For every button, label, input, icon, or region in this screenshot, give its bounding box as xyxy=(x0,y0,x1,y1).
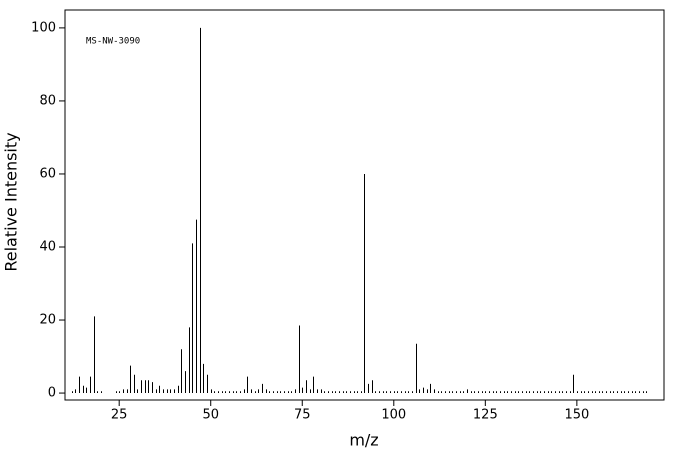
y-tick-label: 0 xyxy=(48,386,56,401)
x-tick-label: 25 xyxy=(111,408,128,423)
y-tick-label: 100 xyxy=(31,20,56,35)
x-tick-label: 150 xyxy=(564,408,589,423)
y-tick-label: 40 xyxy=(39,239,56,254)
x-axis-label: m/z xyxy=(349,431,378,450)
y-axis-label: Relative Intensity xyxy=(2,132,21,271)
y-tick-label: 20 xyxy=(39,313,56,328)
plot-frame xyxy=(64,9,665,401)
annotation: MS-NW-3090 xyxy=(86,37,140,47)
y-tick-label: 80 xyxy=(39,93,56,108)
y-tick-label: 60 xyxy=(39,166,56,181)
x-tick-label: 125 xyxy=(473,408,498,423)
x-tick-label: 100 xyxy=(381,408,406,423)
x-tick-label: 75 xyxy=(294,408,311,423)
x-tick-label: 50 xyxy=(202,408,219,423)
